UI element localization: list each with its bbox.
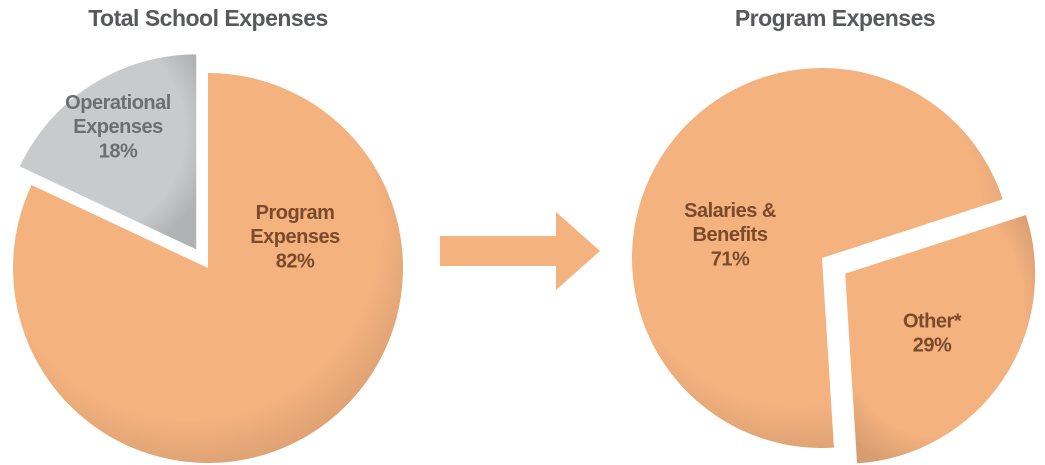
slice-label: Salaries & Benefits <box>684 200 776 246</box>
value-label: 82% <box>276 250 315 272</box>
slice-shade <box>632 68 1003 448</box>
slice-shade <box>13 73 404 463</box>
slice-label: Program Expenses <box>250 202 340 248</box>
slice-shade <box>845 215 1036 464</box>
slice-shade <box>19 54 197 250</box>
slice-label: Operational Expenses <box>65 92 171 138</box>
slice-label: Other* <box>903 310 962 332</box>
arrow <box>440 212 600 290</box>
value-label: 29% <box>913 334 952 356</box>
value-label: 71% <box>711 248 750 270</box>
chart-title: Total School Expenses <box>88 5 328 31</box>
value-label: 18% <box>99 140 138 162</box>
chart-title: Program Expenses <box>735 5 935 31</box>
